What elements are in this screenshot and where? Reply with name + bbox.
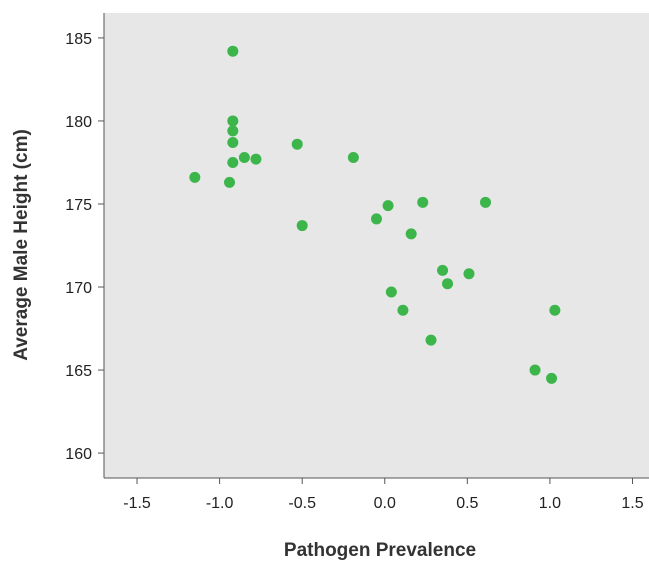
data-point	[397, 304, 409, 316]
data-point	[417, 196, 429, 208]
y-tick-label: 170	[65, 280, 92, 297]
data-point	[442, 278, 454, 290]
y-tick-label: 175	[65, 197, 92, 214]
data-point	[480, 196, 491, 208]
data-point	[224, 176, 236, 188]
data-point	[227, 45, 239, 57]
data-point	[347, 151, 359, 163]
y-tick-label: 160	[65, 446, 92, 463]
data-point	[227, 137, 239, 149]
data-point	[250, 153, 262, 165]
x-axis-title: Pathogen Prevalence	[284, 540, 476, 561]
data-point	[189, 171, 201, 183]
data-point	[546, 372, 558, 384]
x-tick-label: -1.5	[123, 495, 151, 512]
data-point	[385, 286, 397, 298]
data-point	[437, 264, 449, 276]
y-tick-label: 185	[65, 31, 92, 48]
data-point	[549, 304, 561, 316]
data-point	[291, 138, 303, 150]
x-axis: -1.5 -1.0 -0.5 0.0 0.5 1.0 1.5	[104, 477, 649, 512]
data-point	[425, 334, 437, 346]
data-point	[529, 364, 541, 376]
data-point	[382, 200, 394, 212]
data-point	[238, 151, 250, 163]
x-tick-label: 0.0	[374, 495, 396, 512]
y-axis: 160 165 170 175 180 185	[65, 13, 105, 478]
data-point	[227, 156, 239, 168]
data-point	[227, 115, 239, 127]
x-tick-label: -0.5	[288, 495, 316, 512]
y-tick-label: 165	[65, 363, 92, 380]
data-point	[296, 220, 308, 232]
data-point	[405, 228, 417, 240]
data-point	[227, 125, 239, 137]
y-tick-label: 180	[65, 114, 92, 131]
data-point	[463, 268, 475, 280]
data-point	[371, 213, 382, 225]
plot-area	[104, 13, 649, 478]
x-tick-label: -1.0	[206, 495, 234, 512]
x-tick-label: 1.0	[539, 495, 561, 512]
x-tick-label: 1.5	[621, 495, 643, 512]
data-points	[189, 45, 561, 384]
y-axis-title: Average Male Height (cm)	[11, 129, 32, 361]
x-tick-label: 0.5	[456, 495, 478, 512]
